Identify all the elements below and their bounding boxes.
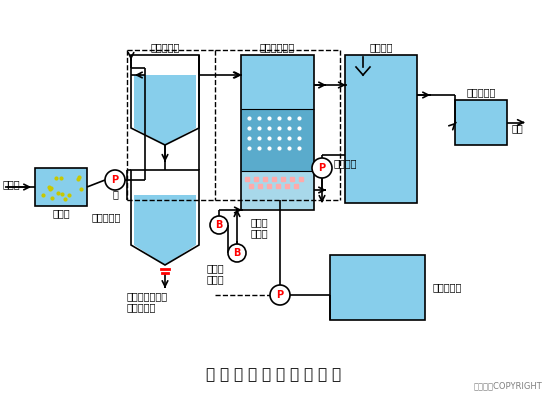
Text: 污泥浓缩池: 污泥浓缩池 [92,213,121,222]
Text: P: P [111,175,118,185]
Text: 反冲洗水: 反冲洗水 [334,158,357,168]
Text: B: B [233,248,241,258]
Text: 原污水: 原污水 [3,179,21,189]
Text: 投氧混合池: 投氧混合池 [466,87,496,97]
Circle shape [210,216,228,234]
Polygon shape [134,195,196,265]
Bar [241,55,314,210]
Circle shape [105,170,125,190]
Polygon shape [134,75,196,145]
Circle shape [312,158,332,178]
Text: B: B [215,220,222,230]
Text: 反冲用
空压机: 反冲用 空压机 [251,217,269,238]
Bar [241,171,314,209]
Text: 生 物 滤 池 污 水 处 理 系 统: 生 物 滤 池 污 水 处 理 系 统 [207,367,341,382]
Text: 东方仿真COPYRIGHT: 东方仿真COPYRIGHT [473,381,542,390]
Bar [241,109,314,171]
Bar [241,55,314,109]
Text: 曝气用
空压机: 曝气用 空压机 [207,263,225,285]
Bar [345,55,417,203]
Bar [35,168,87,206]
Text: 曝气生物滤池: 曝气生物滤池 [260,42,295,52]
Text: 处理水池: 处理水池 [369,42,393,52]
Bar [455,100,507,145]
Text: 初次沉淀池: 初次沉淀池 [150,42,180,52]
Text: 沉砂池: 沉砂池 [52,208,70,218]
Circle shape [270,285,290,305]
Text: 反冲洗水池: 反冲洗水池 [433,283,463,293]
Text: P: P [276,290,283,300]
Text: 放流: 放流 [512,123,524,133]
Text: 泵: 泵 [112,189,118,199]
Bar [330,255,425,320]
Text: 污泥处理设备或
系统外排放: 污泥处理设备或 系统外排放 [127,291,168,312]
Text: P: P [318,163,326,173]
Circle shape [228,244,246,262]
